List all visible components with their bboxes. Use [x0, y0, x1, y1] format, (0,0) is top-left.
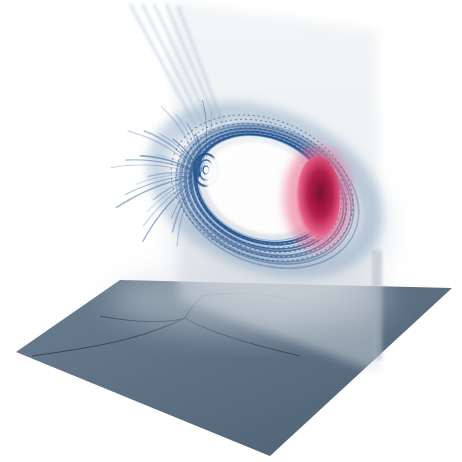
tendril: [147, 171, 201, 178]
tendril: [143, 130, 201, 176]
tendril: [127, 130, 201, 176]
floor-haze: [110, 265, 390, 335]
tendril: [115, 174, 201, 209]
tendril: [155, 154, 201, 176]
tendril: [171, 174, 201, 219]
tendril: [194, 133, 202, 176]
tendril: [159, 133, 201, 176]
tendril: [135, 173, 201, 185]
tendril: [125, 159, 201, 176]
tendril: [146, 174, 201, 213]
ring-texture: [170, 114, 354, 262]
tendril: [175, 113, 201, 176]
tendril: [171, 174, 201, 233]
tendril: [186, 122, 201, 176]
tendril: [199, 112, 213, 176]
tendril: [111, 164, 201, 176]
red-core: [296, 156, 340, 240]
tendril: [172, 138, 201, 176]
tendril: [124, 174, 201, 195]
tendril: [142, 174, 201, 227]
tendril: [139, 155, 201, 176]
ring-haze: [146, 101, 384, 279]
wall-edge: [372, 250, 382, 360]
tendril: [176, 174, 201, 247]
ring-strand: [175, 122, 360, 270]
tendril: [192, 174, 201, 216]
tendril: [142, 174, 201, 242]
ring-strand: [177, 123, 357, 267]
tendril: [152, 174, 201, 201]
tendril: [160, 106, 201, 176]
ring-strand: [178, 124, 355, 265]
left-tendrils: [111, 99, 213, 247]
tendril: [199, 99, 207, 176]
